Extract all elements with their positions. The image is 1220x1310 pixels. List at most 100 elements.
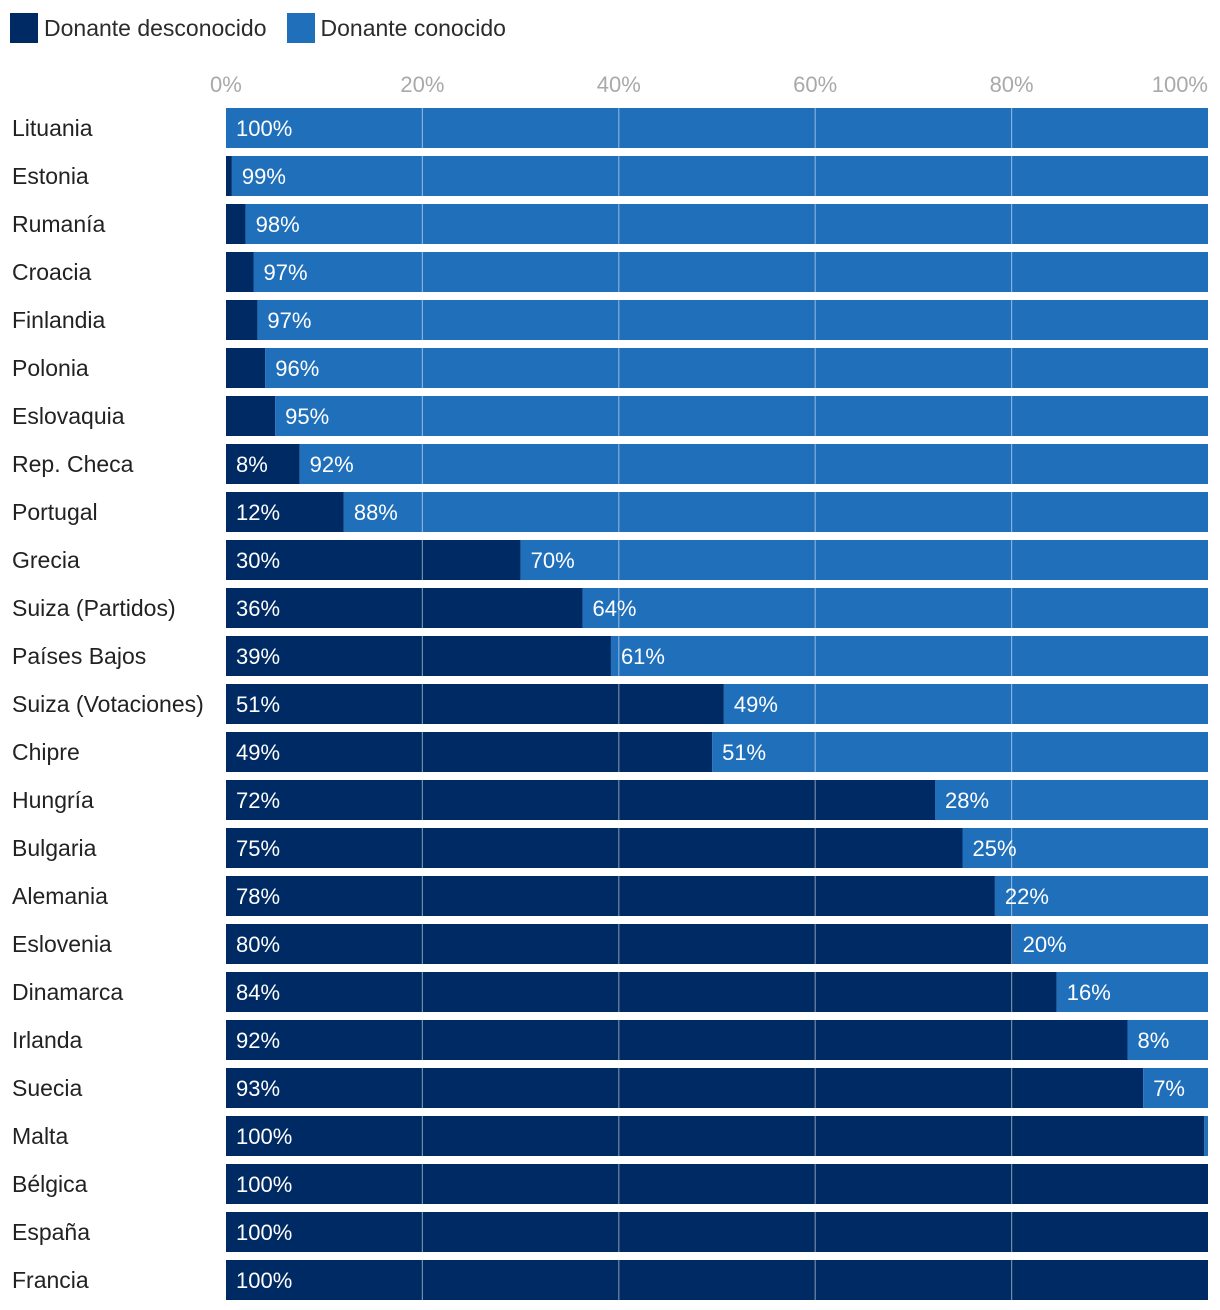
data-label-known-donor: 100% — [236, 116, 292, 141]
data-label-unknown-donor: 92% — [236, 1028, 280, 1053]
bar-segment-unknown-donor[interactable] — [226, 540, 521, 580]
bar-segment-unknown-donor[interactable] — [226, 780, 936, 820]
bar-segment-unknown-donor[interactable] — [226, 1164, 1208, 1204]
bar-segment-known-donor[interactable] — [935, 780, 1208, 820]
bar-segment-unknown-donor[interactable] — [226, 300, 258, 340]
data-label-unknown-donor: 72% — [236, 788, 280, 813]
data-label-known-donor: 49% — [734, 692, 778, 717]
legend-item-unknown-donor[interactable]: Donante desconocido — [10, 13, 267, 43]
bar-segment-unknown-donor[interactable] — [226, 396, 276, 436]
x-tick-label: 0% — [210, 72, 242, 97]
bar-segment-unknown-donor[interactable] — [226, 684, 724, 724]
data-label-unknown-donor: 36% — [236, 596, 280, 621]
category-label: Suecia — [12, 1075, 83, 1101]
data-label-unknown-donor: 100% — [236, 1172, 292, 1197]
data-label-known-donor: 22% — [1005, 884, 1049, 909]
bar-segment-unknown-donor[interactable] — [226, 828, 963, 868]
bar-segment-known-donor[interactable] — [343, 492, 1209, 532]
bar-segment-unknown-donor[interactable] — [226, 588, 583, 628]
data-label-known-donor: 97% — [267, 308, 311, 333]
category-label: Rep. Checa — [12, 451, 134, 477]
bar-segment-unknown-donor[interactable] — [226, 732, 713, 772]
category-label: Chipre — [12, 739, 80, 765]
data-label-known-donor: 98% — [256, 212, 300, 237]
bar-segment-unknown-donor[interactable] — [226, 492, 344, 532]
x-tick-label: 40% — [597, 72, 641, 97]
data-label-unknown-donor: 39% — [236, 644, 280, 669]
bar-segment-unknown-donor[interactable] — [226, 924, 1013, 964]
data-label-unknown-donor: 12% — [236, 500, 280, 525]
category-label: Finlandia — [12, 307, 106, 333]
category-label: Rumanía — [12, 211, 106, 237]
data-label-known-donor: 16% — [1067, 980, 1111, 1005]
category-label: España — [12, 1219, 90, 1245]
legend-item-known-donor[interactable]: Donante conocido — [286, 13, 506, 43]
data-label-unknown-donor: 80% — [236, 932, 280, 957]
bar-segment-unknown-donor[interactable] — [226, 444, 300, 484]
data-label-unknown-donor: 8% — [236, 452, 268, 477]
bar-segment-known-donor[interactable] — [994, 876, 1208, 916]
bar-segment-known-donor[interactable] — [253, 252, 1209, 292]
bar-segment-known-donor[interactable] — [231, 156, 1209, 196]
bar-segment-unknown-donor[interactable] — [226, 636, 611, 676]
bar-segment-unknown-donor[interactable] — [226, 204, 246, 244]
bar-segment-unknown-donor[interactable] — [226, 876, 995, 916]
data-label-known-donor: 61% — [621, 644, 665, 669]
category-label: Irlanda — [12, 1027, 83, 1053]
data-label-known-donor: 64% — [592, 596, 636, 621]
bar-segment-known-donor[interactable] — [1143, 1068, 1208, 1108]
data-label-known-donor: 99% — [242, 164, 286, 189]
bar-segment-known-donor[interactable] — [257, 300, 1208, 340]
data-label-known-donor: 20% — [1023, 932, 1067, 957]
x-tick-label: 100% — [1152, 72, 1208, 97]
category-label: Alemania — [12, 883, 108, 909]
bar-segment-unknown-donor[interactable] — [226, 1260, 1208, 1300]
legend-swatch-known-donor — [286, 13, 315, 43]
category-label: Países Bajos — [12, 643, 146, 669]
data-label-known-donor: 7% — [1153, 1076, 1185, 1101]
data-label-known-donor: 92% — [310, 452, 354, 477]
category-label: Eslovenia — [12, 931, 112, 957]
bar-segment-known-donor[interactable] — [582, 588, 1208, 628]
data-label-known-donor: 88% — [354, 500, 398, 525]
data-label-known-donor: 70% — [531, 548, 575, 573]
category-label: Lituania — [12, 115, 93, 141]
bar-segment-unknown-donor[interactable] — [226, 156, 232, 196]
data-label-unknown-donor: 84% — [236, 980, 280, 1005]
data-label-unknown-donor: 100% — [236, 1268, 292, 1293]
bar-segment-known-donor[interactable] — [1056, 972, 1208, 1012]
category-label: Bulgaria — [12, 835, 97, 861]
bar-segment-known-donor[interactable] — [712, 732, 1208, 772]
data-label-unknown-donor: 51% — [236, 692, 280, 717]
bar-segment-unknown-donor[interactable] — [226, 1020, 1128, 1060]
data-label-known-donor: 8% — [1137, 1028, 1169, 1053]
data-label-unknown-donor: 100% — [236, 1124, 292, 1149]
bar-segment-known-donor[interactable] — [610, 636, 1208, 676]
data-label-known-donor: 95% — [285, 404, 329, 429]
category-label: Suiza (Votaciones) — [12, 691, 204, 717]
bar-segment-unknown-donor[interactable] — [226, 348, 266, 388]
bar-segment-known-donor[interactable] — [245, 204, 1208, 244]
data-label-known-donor: 28% — [945, 788, 989, 813]
bar-segment-known-donor[interactable] — [1204, 1116, 1208, 1156]
category-label: Bélgica — [12, 1171, 88, 1197]
data-label-known-donor: 97% — [263, 260, 307, 285]
bar-segment-unknown-donor[interactable] — [226, 1116, 1205, 1156]
category-label: Portugal — [12, 499, 98, 525]
bar-segment-known-donor[interactable] — [1127, 1020, 1208, 1060]
bar-segment-unknown-donor[interactable] — [226, 252, 254, 292]
bar-segment-known-donor[interactable] — [299, 444, 1208, 484]
bar-segment-known-donor[interactable] — [962, 828, 1209, 868]
legend-label-known-donor: Donante conocido — [320, 14, 506, 41]
bar-segment-known-donor[interactable] — [265, 348, 1208, 388]
bar-segment-known-donor[interactable] — [723, 684, 1208, 724]
bar-segment-unknown-donor[interactable] — [226, 1068, 1144, 1108]
bar-segment-unknown-donor[interactable] — [226, 1212, 1208, 1252]
bar-segment-known-donor[interactable] — [226, 108, 1208, 148]
category-label: Malta — [12, 1123, 68, 1149]
bar-segment-known-donor[interactable] — [1012, 924, 1208, 964]
bar-segment-known-donor[interactable] — [275, 396, 1209, 436]
bar-segment-known-donor[interactable] — [520, 540, 1208, 580]
bar-segment-unknown-donor[interactable] — [226, 972, 1057, 1012]
